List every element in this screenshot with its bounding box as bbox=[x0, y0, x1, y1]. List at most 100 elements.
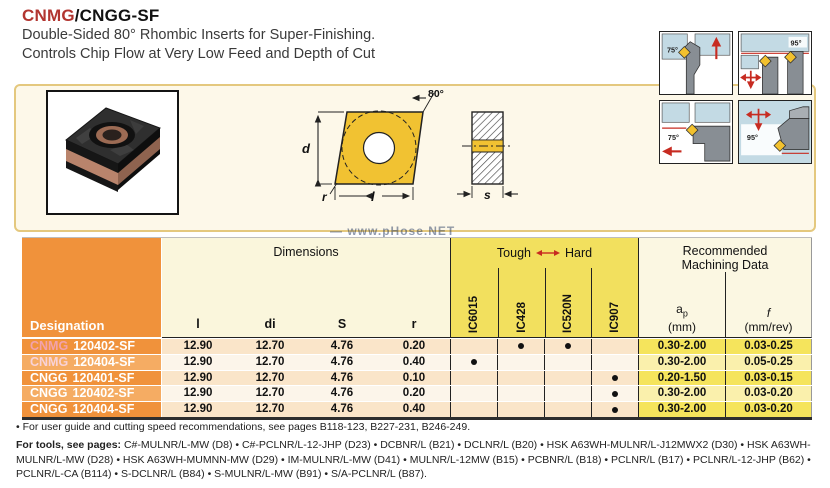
grade-dot bbox=[612, 390, 618, 397]
col-header-di: di bbox=[264, 317, 276, 331]
grade-cell-ic428 bbox=[497, 339, 544, 354]
feed-arrow-horizontal bbox=[765, 110, 772, 119]
grade-cell-ic428 bbox=[497, 354, 544, 370]
grade-cell-ic907 bbox=[591, 370, 638, 386]
ap-cell: 0.30-2.00 bbox=[638, 354, 725, 370]
tools-reference-list: C#-MULNR/L-MW (D8) • C#-PCLNR/L-12-JHP (… bbox=[16, 439, 811, 480]
col-header-f: f (mm/rev) bbox=[725, 272, 811, 337]
grade-dot bbox=[565, 343, 571, 350]
icon-angle-label: 95° bbox=[791, 39, 802, 48]
tools-reference: For tools, see pages: C#-MULNR/L-MW (D8)… bbox=[16, 438, 816, 482]
subtitle-line-1: Double-Sided 80° Rhombic Inserts for Sup… bbox=[22, 27, 376, 43]
feed-arrow-left bbox=[662, 146, 672, 157]
designation-cell: CNMG 120402-SF bbox=[22, 339, 162, 354]
grade-dot bbox=[471, 359, 477, 366]
grade-cell-ic428 bbox=[497, 370, 544, 386]
subtitle-line-2: Controls Chip Flow at Very Low Feed and … bbox=[22, 46, 376, 62]
user-guide-note: • For user guide and cutting speed recom… bbox=[16, 421, 471, 433]
s-cell: 4.76 bbox=[306, 402, 378, 417]
application-icon-turning-75-axial: 75° bbox=[659, 100, 733, 164]
title-series-red: CNMG bbox=[22, 6, 75, 25]
col-header-l: l bbox=[196, 317, 200, 331]
f-cell: 0.03-0.15 bbox=[725, 370, 812, 386]
grade-header-ic520n: IC520N bbox=[562, 294, 575, 333]
machining-data-header-group: Recommended Machining Data ap (mm) f (mm… bbox=[638, 238, 812, 338]
grade-dot bbox=[612, 374, 618, 381]
angle-80-label: 80° bbox=[428, 88, 444, 100]
icon-angle-label: 75° bbox=[668, 133, 679, 142]
icon-angle-label: 75° bbox=[667, 45, 678, 54]
application-icon-boring-95: 95° bbox=[738, 100, 812, 164]
f-cell: 0.03-0.20 bbox=[725, 402, 812, 417]
grade-cell-ic428 bbox=[497, 386, 544, 402]
designation-cell: CNGG 120401-SF bbox=[22, 370, 162, 386]
tough-hard-label: Tough Hard bbox=[451, 238, 638, 260]
grade-cell-ic6015 bbox=[450, 370, 497, 386]
di-cell: 12.70 bbox=[234, 386, 306, 402]
page-title: CNMG/CNGG-SF bbox=[22, 6, 159, 26]
di-cell: 12.70 bbox=[234, 354, 306, 370]
application-icon-facing-95: 95° bbox=[738, 31, 812, 95]
table-header: Designation Dimensions l di S r Tough bbox=[22, 237, 812, 338]
hard-label: Hard bbox=[564, 246, 593, 260]
grade-cell-ic6015 bbox=[450, 402, 497, 417]
grade-cell-ic907 bbox=[591, 386, 638, 402]
tools-reference-label: For tools, see pages: bbox=[16, 439, 122, 451]
tough-label: Tough bbox=[496, 246, 531, 260]
dimensions-group-label: Dimensions bbox=[273, 245, 339, 259]
ap-cell: 0.30-2.00 bbox=[638, 339, 725, 354]
dimensions-header-group: Dimensions l di S r bbox=[162, 238, 450, 338]
grade-cell-ic907 bbox=[591, 339, 638, 354]
insert-photo bbox=[65, 107, 161, 192]
grade-cell-ic907 bbox=[591, 354, 638, 370]
insert-dimension-drawing: d l 80° r s bbox=[302, 88, 518, 204]
di-cell: 12.70 bbox=[234, 402, 306, 417]
l-cell: 12.90 bbox=[162, 386, 234, 402]
tough-hard-arrow-icon bbox=[535, 250, 560, 256]
table-row: CNGG 120404-SF 12.90 12.70 4.76 0.40 0.30… bbox=[22, 401, 812, 417]
insert-photo-frame bbox=[46, 90, 179, 215]
table-row: CNGG 120401-SF 12.90 12.70 4.76 0.10 0.20… bbox=[22, 369, 812, 386]
designation-cell: CNGG 120404-SF bbox=[22, 402, 162, 417]
grades-header-group: Tough Hard IC6015 IC428 IC520N IC907 bbox=[450, 238, 638, 338]
feed-arrow-horizontal bbox=[755, 73, 762, 82]
table-body: CNMG 120402-SF 12.90 12.70 4.76 0.20 0.30… bbox=[22, 338, 812, 417]
thickness-s-label: s bbox=[484, 188, 491, 202]
grade-cell-ic6015 bbox=[450, 339, 497, 354]
insert-glyph bbox=[685, 123, 699, 137]
watermark: — www.pHose.NET bbox=[330, 224, 456, 238]
insert-glyph bbox=[678, 45, 691, 59]
designation-header: Designation bbox=[22, 238, 162, 338]
feed-arrow-down bbox=[754, 123, 763, 132]
insert-glyph bbox=[773, 139, 787, 152]
grade-cell-ic520n bbox=[544, 354, 591, 370]
f-cell: 0.03-0.20 bbox=[725, 386, 812, 402]
l-cell: 12.90 bbox=[162, 370, 234, 386]
grade-cell-ic907 bbox=[591, 402, 638, 417]
dimension-l-label: l bbox=[371, 189, 375, 204]
s-cell: 4.76 bbox=[306, 339, 378, 354]
title-series-rest: /CNGG-SF bbox=[74, 6, 160, 25]
grade-dot bbox=[518, 343, 524, 350]
r-cell: 0.10 bbox=[378, 370, 450, 386]
r-cell: 0.40 bbox=[378, 402, 450, 417]
grade-header-ic428: IC428 bbox=[515, 302, 528, 333]
grade-cell-ic6015 bbox=[450, 354, 497, 370]
grade-cell-ic520n bbox=[544, 386, 591, 402]
ap-cell: 0.30-2.00 bbox=[638, 386, 725, 402]
insert-glyph bbox=[758, 54, 772, 68]
grade-cell-ic520n bbox=[544, 370, 591, 386]
s-cell: 4.76 bbox=[306, 386, 378, 402]
col-header-r: r bbox=[411, 317, 417, 331]
col-header-s: S bbox=[337, 317, 347, 331]
l-cell: 12.90 bbox=[162, 354, 234, 370]
feed-arrow-down bbox=[746, 81, 755, 90]
l-cell: 12.90 bbox=[162, 339, 234, 354]
f-cell: 0.03-0.25 bbox=[725, 339, 812, 354]
grade-cell-ic520n bbox=[544, 402, 591, 417]
col-header-ap: ap (mm) bbox=[668, 301, 696, 334]
table-row: CNMG 120402-SF 12.90 12.70 4.76 0.20 0.30… bbox=[22, 338, 812, 354]
di-cell: 12.70 bbox=[234, 339, 306, 354]
dimension-d-label: d bbox=[302, 141, 311, 156]
